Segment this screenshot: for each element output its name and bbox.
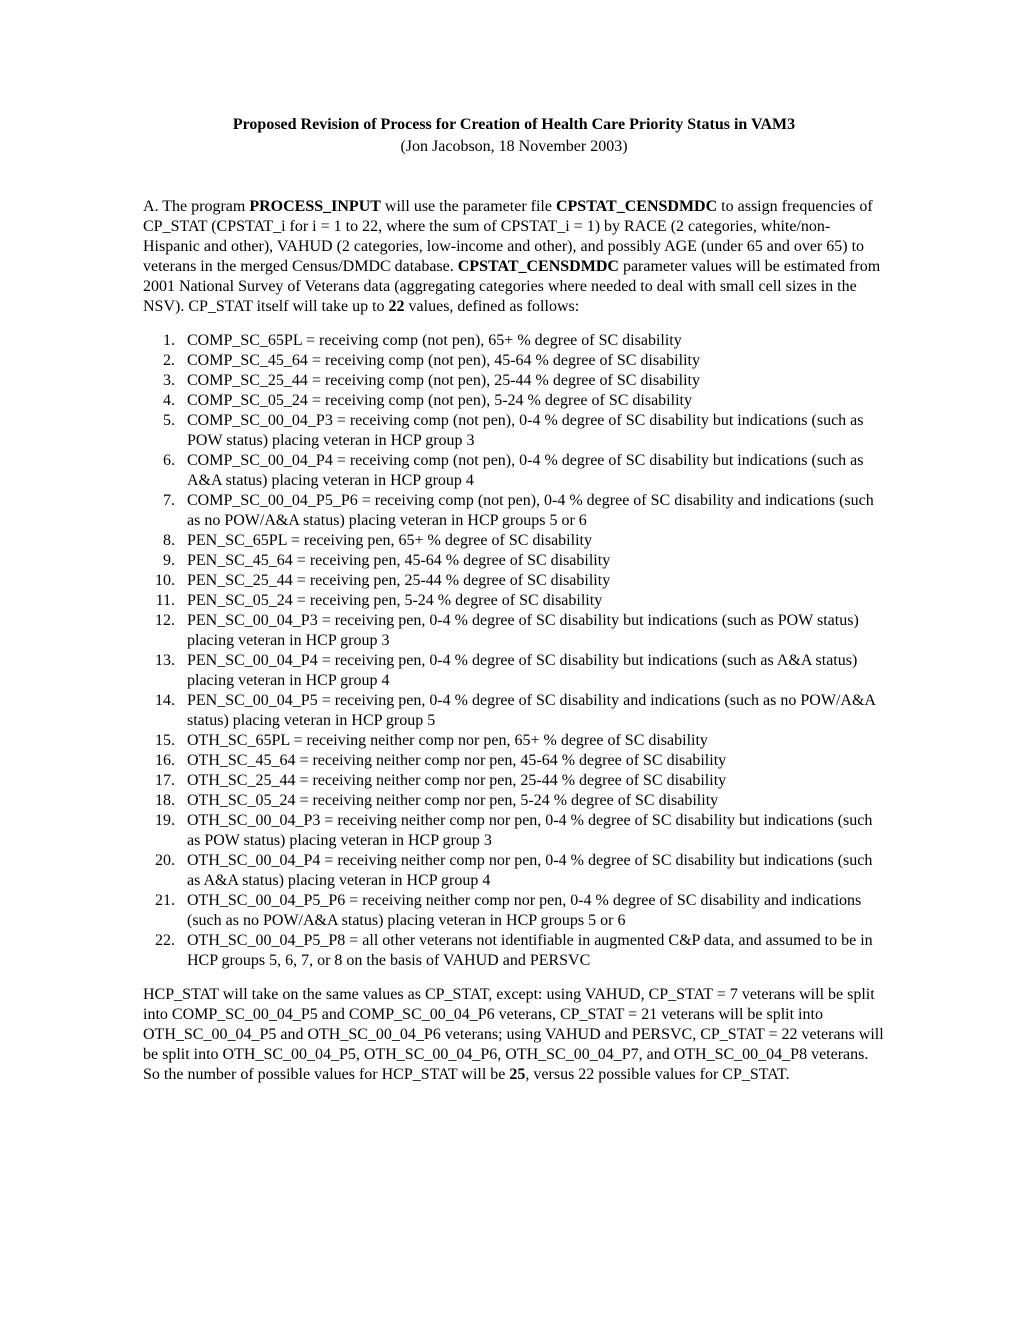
list-item: COMP_SC_05_24 = receiving comp (not pen)… [179, 391, 885, 411]
intro-mid-1: will use the parameter file [381, 198, 556, 215]
list-item: OTH_SC_00_04_P4 = receiving neither comp… [179, 851, 885, 891]
list-item: OTH_SC_00_04_P3 = receiving neither comp… [179, 811, 885, 851]
list-item: COMP_SC_00_04_P5_P6 = receiving comp (no… [179, 491, 885, 531]
closing-bold: 25 [509, 1066, 525, 1083]
list-item: COMP_SC_45_64 = receiving comp (not pen)… [179, 351, 885, 371]
list-item: COMP_SC_00_04_P3 = receiving comp (not p… [179, 411, 885, 451]
list-item: OTH_SC_25_44 = receiving neither comp no… [179, 771, 885, 791]
list-item: COMP_SC_65PL = receiving comp (not pen),… [179, 331, 885, 351]
intro-bold-4: 22 [389, 298, 405, 315]
document-title: Proposed Revision of Process for Creatio… [143, 115, 885, 135]
document-subtitle: (Jon Jacobson, 18 November 2003) [143, 137, 885, 157]
list-item: OTH_SC_00_04_P5_P8 = all other veterans … [179, 931, 885, 971]
closing-post: , versus 22 possible values for CP_STAT. [525, 1066, 789, 1083]
list-item: PEN_SC_45_64 = receiving pen, 45-64 % de… [179, 551, 885, 571]
list-item: COMP_SC_25_44 = receiving comp (not pen)… [179, 371, 885, 391]
list-item: COMP_SC_00_04_P4 = receiving comp (not p… [179, 451, 885, 491]
list-item: OTH_SC_05_24 = receiving neither comp no… [179, 791, 885, 811]
definition-list: COMP_SC_65PL = receiving comp (not pen),… [143, 331, 885, 971]
list-item: PEN_SC_00_04_P3 = receiving pen, 0-4 % d… [179, 611, 885, 651]
list-item: OTH_SC_45_64 = receiving neither comp no… [179, 751, 885, 771]
list-item: PEN_SC_00_04_P4 = receiving pen, 0-4 % d… [179, 651, 885, 691]
intro-bold-2: CPSTAT_CENSDMDC [556, 198, 717, 215]
document-page: Proposed Revision of Process for Creatio… [0, 0, 1020, 1320]
closing-paragraph: HCP_STAT will take on the same values as… [143, 985, 885, 1085]
intro-tail: values, defined as follows: [405, 298, 580, 315]
list-item: PEN_SC_65PL = receiving pen, 65+ % degre… [179, 531, 885, 551]
list-item: OTH_SC_00_04_P5_P6 = receiving neither c… [179, 891, 885, 931]
list-item: OTH_SC_65PL = receiving neither comp nor… [179, 731, 885, 751]
list-item: PEN_SC_00_04_P5 = receiving pen, 0-4 % d… [179, 691, 885, 731]
intro-prefix: A. The program [143, 198, 249, 215]
list-item: PEN_SC_25_44 = receiving pen, 25-44 % de… [179, 571, 885, 591]
intro-bold-3: CPSTAT_CENSDMDC [458, 258, 619, 275]
list-item: PEN_SC_05_24 = receiving pen, 5-24 % deg… [179, 591, 885, 611]
intro-bold-1: PROCESS_INPUT [249, 198, 381, 215]
intro-paragraph: A. The program PROCESS_INPUT will use th… [143, 197, 885, 317]
